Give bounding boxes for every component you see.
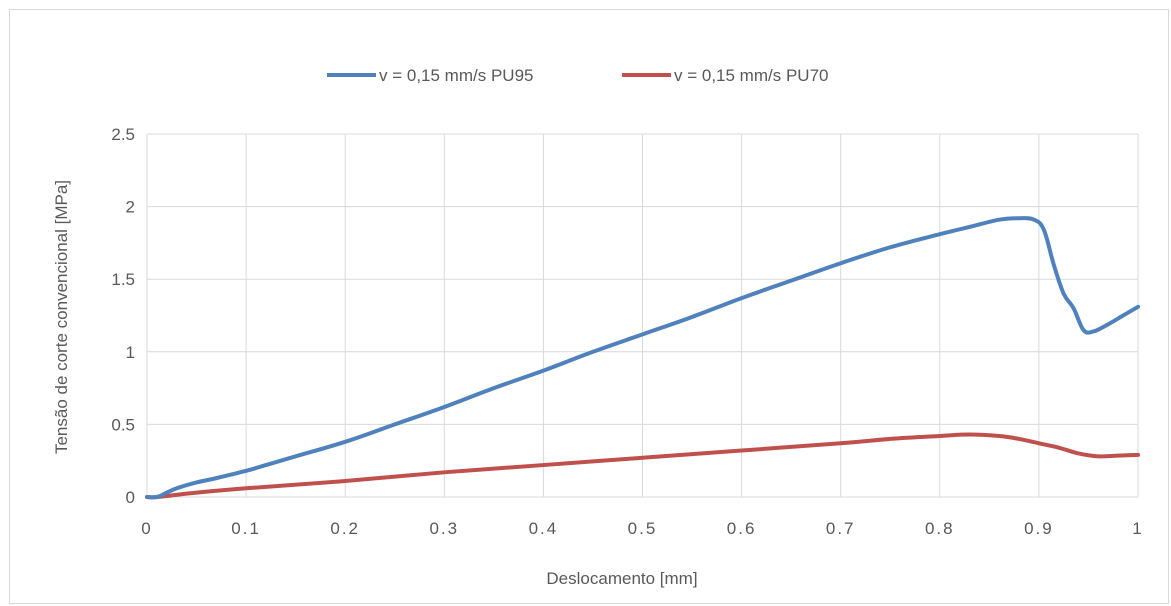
series-line-pu95 bbox=[145, 216, 1140, 500]
y-axis-title: Tensão de corte convencional [MPa] bbox=[52, 180, 71, 454]
x-tick-label: 0.3 bbox=[429, 519, 459, 538]
tick-labels: 0 0.1 0.2 0.3 0.4 0.5 0.6 0.7 0.8 0.9 1 0 0.5 1 1.5 2 2.… bbox=[111, 125, 1143, 538]
legend: v = 0,15 mm/s PU95 v = 0,15 mm/s PU70 bbox=[327, 66, 828, 85]
y-tick-label: 0 bbox=[126, 488, 135, 507]
x-tick-label: 0.1 bbox=[231, 519, 261, 538]
x-tick-label: 0.5 bbox=[628, 519, 658, 538]
legend-label-pu95: v = 0,15 mm/s PU95 bbox=[379, 66, 533, 85]
y-tick-label: 2.5 bbox=[111, 125, 135, 144]
series-lines bbox=[145, 216, 1140, 500]
x-tick-label: 0.6 bbox=[727, 519, 757, 538]
x-tick-label: 0.8 bbox=[925, 519, 955, 538]
y-tick-label: 1.5 bbox=[111, 270, 135, 289]
x-tick-label: 0.7 bbox=[826, 519, 856, 538]
x-tick-label: 0.9 bbox=[1024, 519, 1054, 538]
y-tick-label: 1 bbox=[126, 343, 135, 362]
x-tick-label: 1 bbox=[1132, 519, 1143, 538]
series-line-pu70 bbox=[145, 432, 1140, 500]
x-axis-title: Deslocamento [mm] bbox=[546, 569, 697, 588]
x-tick-label: 0.4 bbox=[529, 519, 559, 538]
y-tick-label: 0.5 bbox=[111, 415, 135, 434]
grid-lines bbox=[146, 133, 1139, 498]
y-tick-label: 2 bbox=[126, 198, 135, 217]
x-tick-label: 0 bbox=[141, 519, 152, 538]
x-tick-label: 0.2 bbox=[330, 519, 360, 538]
legend-label-pu70: v = 0,15 mm/s PU70 bbox=[674, 66, 828, 85]
chart-frame bbox=[9, 9, 1169, 604]
